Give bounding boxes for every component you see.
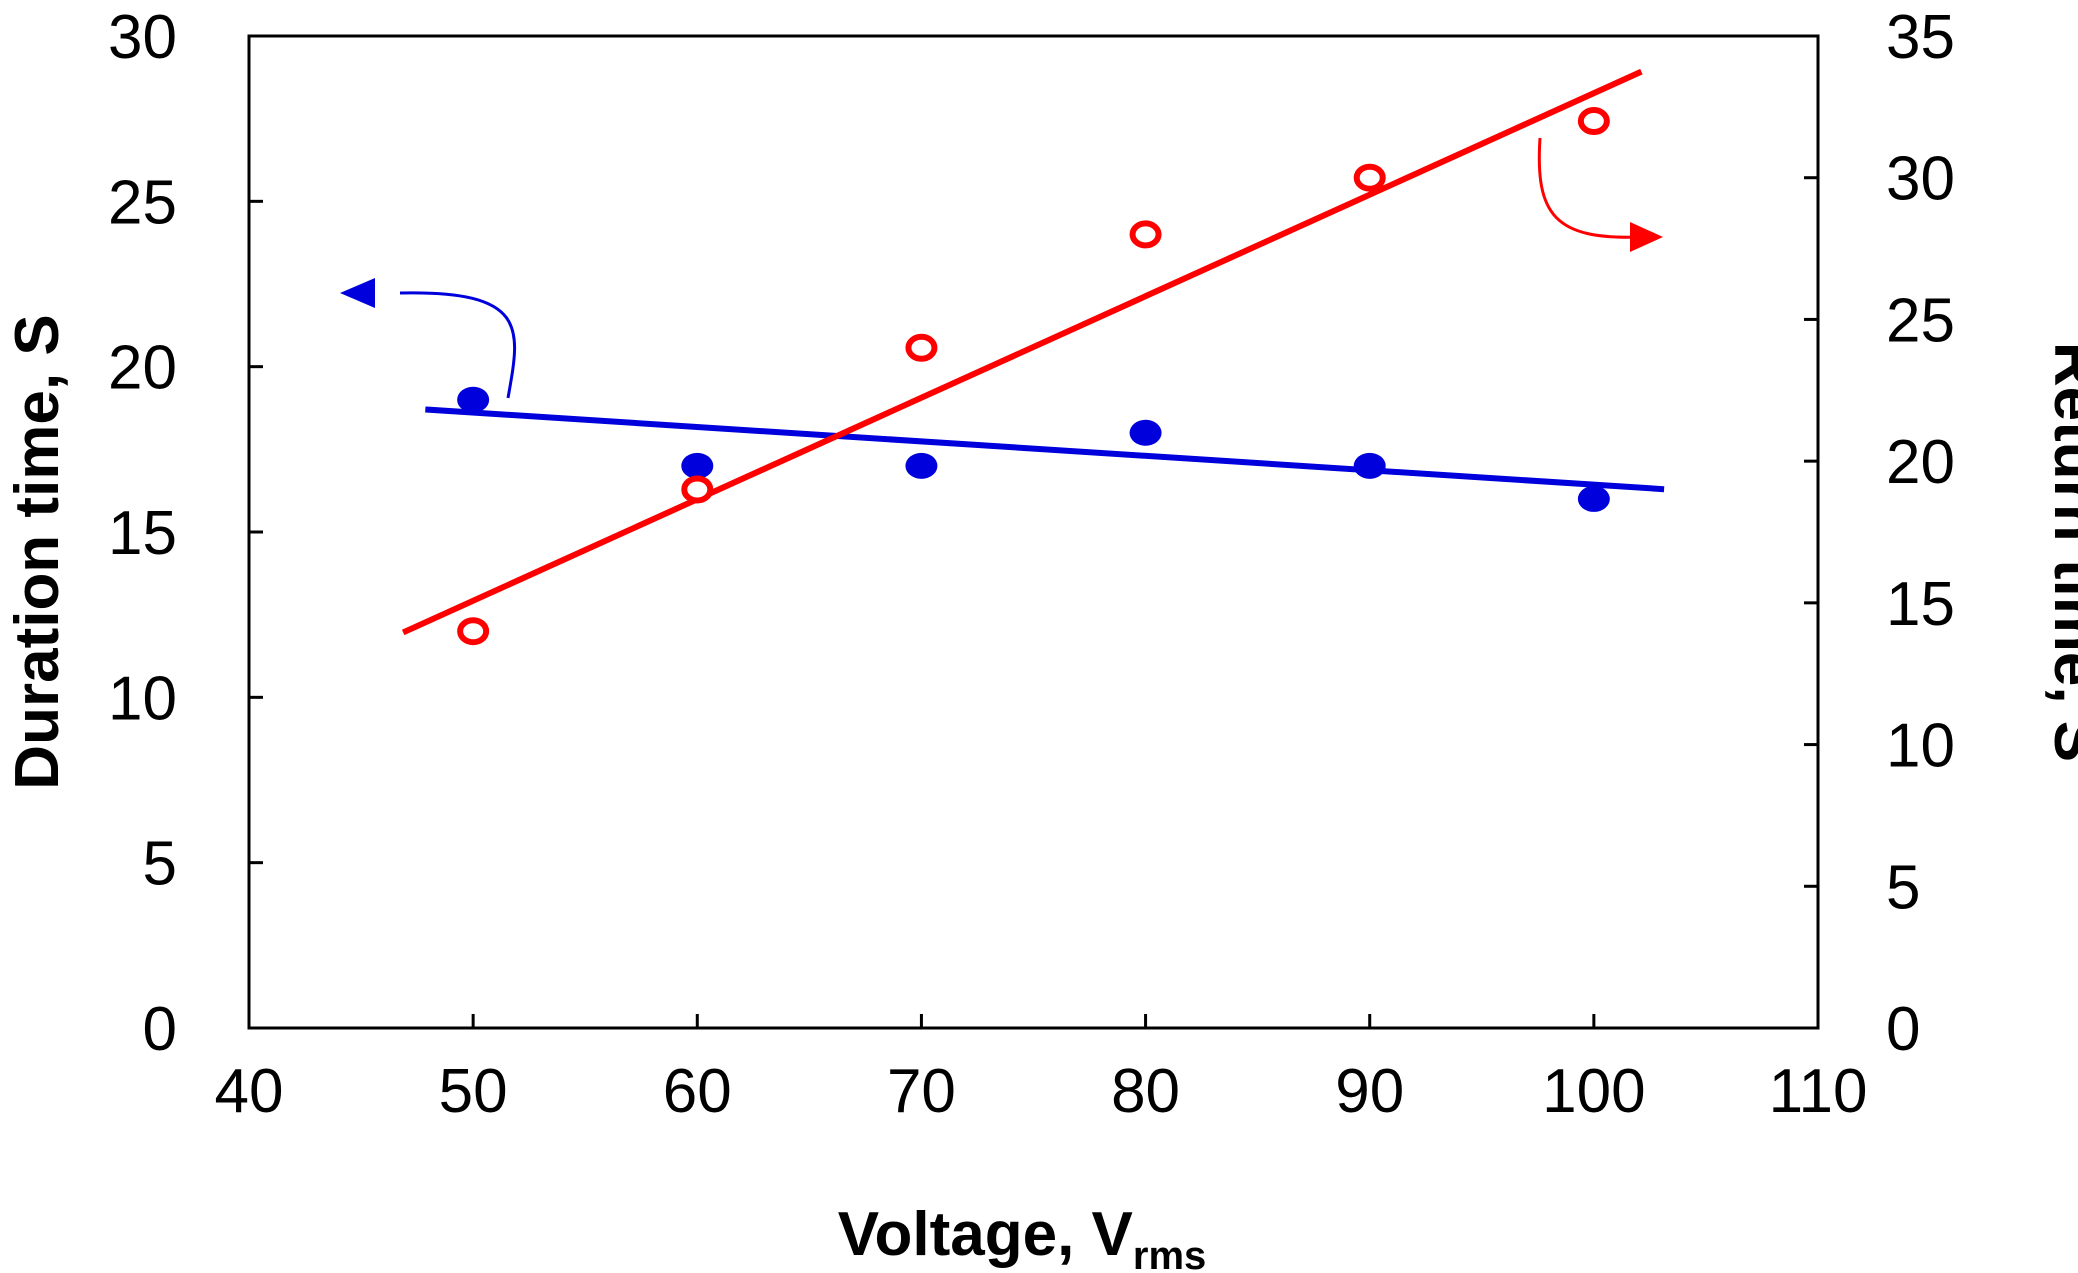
- right-y-tick-label: 10: [1886, 712, 1955, 781]
- return-time-point: [905, 333, 938, 362]
- left-y-tick-label: 15: [108, 499, 177, 568]
- axis-indicator-arrows: [340, 137, 1663, 399]
- right-axis-arrowhead: [1630, 222, 1663, 252]
- left-y-tick-label: 20: [108, 334, 177, 403]
- x-tick-label: 60: [663, 1057, 732, 1126]
- right-y-tick-label: 25: [1886, 286, 1955, 355]
- right-y-axis-title: Return time, S: [2041, 342, 2078, 762]
- right-y-tick-label: 0: [1886, 995, 1920, 1064]
- left-y-axis-title: Duration time, S: [3, 314, 72, 789]
- duration-time-point: [1577, 485, 1610, 512]
- right-y-tick-label: 5: [1886, 853, 1920, 922]
- return-time-point: [681, 475, 714, 504]
- left-y-tick-label: 30: [108, 3, 177, 72]
- duration-time-point: [457, 386, 490, 413]
- duration-time-point: [1129, 419, 1162, 446]
- right-y-tick-label: 15: [1886, 570, 1955, 639]
- x-axis-ticks: 40 50 60 70 80 90 100 110: [215, 1014, 1868, 1126]
- right-axis-indicator-arrow: [1537, 137, 1641, 239]
- x-tick-label: 70: [887, 1057, 956, 1126]
- x-tick-label: 40: [215, 1057, 284, 1126]
- left-axis-arrowhead: [340, 278, 375, 308]
- x-tick-label: 110: [1769, 1057, 1868, 1126]
- plot-area-frame: [247, 34, 1820, 1030]
- left-y-tick-label: 25: [108, 168, 177, 237]
- return-time-point: [1129, 220, 1162, 249]
- right-y-tick-label: 20: [1886, 428, 1955, 497]
- trend-lines: [401, 68, 1665, 636]
- left-y-tick-label: 0: [143, 995, 177, 1064]
- return-time-fit-line: [401, 68, 1643, 636]
- return-time-point: [1353, 163, 1386, 192]
- x-axis-title-main: Voltage, V: [838, 1200, 1133, 1269]
- duration-time-point: [905, 452, 938, 479]
- left-y-axis-ticks: 0 5 10 15 20 25 30: [108, 3, 263, 1064]
- data-points: [457, 107, 1610, 646]
- left-axis-indicator-arrow: [399, 291, 516, 399]
- duration-time-point: [681, 452, 714, 479]
- right-y-axis-ticks: 0 5 10 15 20 25 30 35: [1804, 3, 1955, 1064]
- return-time-point: [457, 617, 490, 646]
- duration-time-point: [1353, 452, 1386, 479]
- left-y-tick-label: 10: [108, 664, 177, 733]
- x-axis-title-subscript: rms: [1133, 1234, 1206, 1273]
- right-y-tick-label: 30: [1886, 145, 1955, 214]
- return-time-point: [1577, 107, 1610, 136]
- x-tick-label: 80: [1111, 1057, 1180, 1126]
- duration-time-fit-line: [425, 406, 1665, 493]
- left-y-tick-label: 5: [143, 830, 177, 899]
- x-tick-label: 100: [1542, 1057, 1645, 1126]
- x-tick-label: 90: [1335, 1057, 1404, 1126]
- right-y-tick-label: 35: [1886, 3, 1955, 72]
- x-axis-title: Voltage, Vrms: [838, 1200, 1207, 1273]
- x-tick-label: 50: [439, 1057, 508, 1126]
